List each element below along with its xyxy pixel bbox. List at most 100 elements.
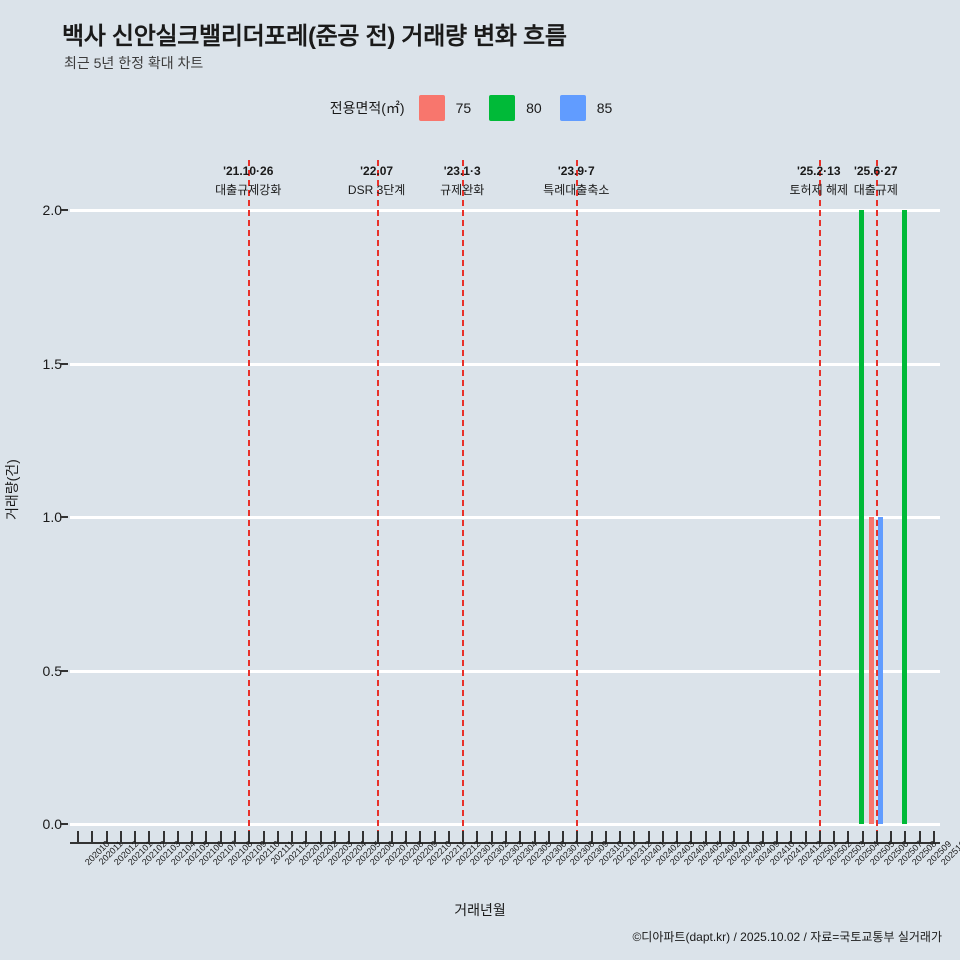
x-tick-mark-202508 xyxy=(904,831,907,842)
x-tick-mark-202409 xyxy=(747,831,750,842)
y-tick-mark xyxy=(60,823,68,825)
x-tick-mark-202311 xyxy=(604,831,607,842)
x-tick-mark-202107 xyxy=(205,831,208,842)
x-tick-mark-202402 xyxy=(647,831,650,842)
y-tick-mark xyxy=(60,362,68,365)
x-tick-mark-202207 xyxy=(376,831,379,842)
x-tick-mark-202010 xyxy=(77,831,80,842)
y-tick-mark xyxy=(60,516,68,518)
event-annotation-202309: '23.9·7 특례대출축소 xyxy=(543,162,609,199)
x-tick-mark-202405 xyxy=(690,831,693,842)
x-tick-mark-202401 xyxy=(633,831,636,842)
x-tick-mark-202505 xyxy=(861,831,864,842)
x-tick-mark-202011 xyxy=(91,831,94,842)
x-tick-mark-202106 xyxy=(191,831,194,842)
x-axis-line xyxy=(70,842,940,844)
event-annotation-202301: '23.1·3 규제완화 xyxy=(440,162,484,199)
legend-label-80: 80 xyxy=(526,100,542,116)
legend-swatch-80 xyxy=(489,95,516,121)
event-annotation-202506: '25.6·27 대출규제 xyxy=(854,162,898,199)
x-axis xyxy=(70,824,940,844)
x-tick-mark-202410 xyxy=(761,831,764,842)
x-tick-mark-202101 xyxy=(119,831,122,842)
x-tick-mark-202209 xyxy=(405,831,408,842)
event-annotation-date: '22.07 xyxy=(360,164,394,178)
event-line-202207 xyxy=(376,160,379,836)
legend-swatch-75 xyxy=(418,95,445,121)
event-line-202301 xyxy=(462,160,465,836)
x-tick-mark-202206 xyxy=(362,831,365,842)
x-tick-mark-202302 xyxy=(476,831,479,842)
event-annotation-text: 규제완화 xyxy=(440,182,485,197)
x-tick-mark-202403 xyxy=(661,831,664,842)
x-tick-mark-202503 xyxy=(833,831,836,842)
gridline-0.0 xyxy=(70,823,940,826)
event-annotation-202110: '21.10·26 대출규제강화 xyxy=(215,162,281,199)
event-annotation-date: '25.6·27 xyxy=(854,164,898,178)
x-tick-mark-202406 xyxy=(704,831,707,842)
x-tick-mark-202304 xyxy=(505,831,507,842)
y-tick-mark xyxy=(60,209,68,211)
event-annotation-text: DSR 3단계 xyxy=(347,182,406,197)
x-tick-mark-202201 xyxy=(291,831,294,842)
x-axis-title: 거래년월 xyxy=(454,902,506,918)
event-annotation-date: '21.10·26 xyxy=(223,164,274,178)
x-tick-mark-202103 xyxy=(148,831,151,842)
x-tick-mark-202212 xyxy=(447,831,450,842)
event-annotation-text: 대출규제강화 xyxy=(215,182,282,197)
legend-label-85: 85 xyxy=(596,100,613,116)
x-tick-mark-202412 xyxy=(790,831,793,842)
x-tick-mark-202504 xyxy=(847,831,850,842)
y-tick-label-0.0: 0.0 xyxy=(42,816,62,832)
x-tick-mark-202108 xyxy=(219,831,222,842)
x-tick-mark-202501 xyxy=(804,831,807,842)
event-annotation-text: 토허제 해제 xyxy=(789,182,849,197)
x-tick-mark-202208 xyxy=(390,831,393,842)
x-tick-mark-202307 xyxy=(547,831,550,842)
page-title: 백사 신안실크밸리더포레(준공 전) 거래량 변화 흐름 xyxy=(62,23,567,50)
page-subtitle: 최근 5년 한정 확대 차트 xyxy=(64,55,204,71)
x-tick-mark-202510 xyxy=(932,831,935,842)
y-tick-label-2.0: 2.0 xyxy=(42,202,62,218)
x-tick-mark-202111 xyxy=(262,831,265,842)
legend-label-75: 75 xyxy=(455,100,472,116)
bar-80-202508[interactable] xyxy=(902,210,907,824)
gridline-0.5 xyxy=(70,669,940,673)
bar-85-202506[interactable] xyxy=(878,517,883,824)
x-tick-mark-202506 xyxy=(875,831,878,842)
legend-title: 전용면적(㎡) xyxy=(329,100,405,116)
x-tick-mark-202312 xyxy=(619,831,622,842)
x-tick-mark-202102 xyxy=(134,831,137,842)
x-tick-mark-202407 xyxy=(718,831,721,842)
x-tick-mark-202404 xyxy=(676,831,679,842)
event-line-202110 xyxy=(248,160,251,836)
x-tick-mark-202205 xyxy=(348,831,351,842)
event-line-202506 xyxy=(875,160,878,836)
x-tick-mark-202112 xyxy=(276,831,279,842)
x-tick-mark-202509 xyxy=(918,831,921,842)
event-annotation-text: 대출규제 xyxy=(853,182,898,197)
x-tick-mark-202502 xyxy=(818,831,821,842)
x-tick-mark-202202 xyxy=(305,831,308,842)
event-line-202502 xyxy=(818,160,821,836)
x-tick-mark-202305 xyxy=(519,831,522,842)
x-tick-mark-202408 xyxy=(733,831,736,842)
bar-80-202505[interactable] xyxy=(859,210,864,824)
gridline-1.0 xyxy=(70,516,940,519)
bar-75-202506[interactable] xyxy=(869,517,874,824)
gridline-1.5 xyxy=(70,362,940,366)
x-tick-mark-202105 xyxy=(176,831,179,842)
x-tick-mark-202110 xyxy=(248,831,251,842)
legend-item-80[interactable]: 80 xyxy=(489,95,542,121)
y-tick-mark xyxy=(60,669,68,672)
x-tick-mark-202204 xyxy=(333,831,336,842)
legend: 전용면적(㎡) 75 80 85 xyxy=(0,95,960,121)
footer-credit: ©디아파트(dapt.kr) / 2025.10.02 / 자료=국토교통부 실… xyxy=(632,930,942,944)
legend-item-75[interactable]: 75 xyxy=(418,95,472,121)
legend-item-85[interactable]: 85 xyxy=(559,95,613,121)
y-tick-label-1.5: 1.5 xyxy=(42,355,62,372)
x-tick-mark-202104 xyxy=(162,831,165,842)
x-tick-mark-202411 xyxy=(775,831,778,842)
y-tick-label-0.5: 0.5 xyxy=(42,662,62,679)
